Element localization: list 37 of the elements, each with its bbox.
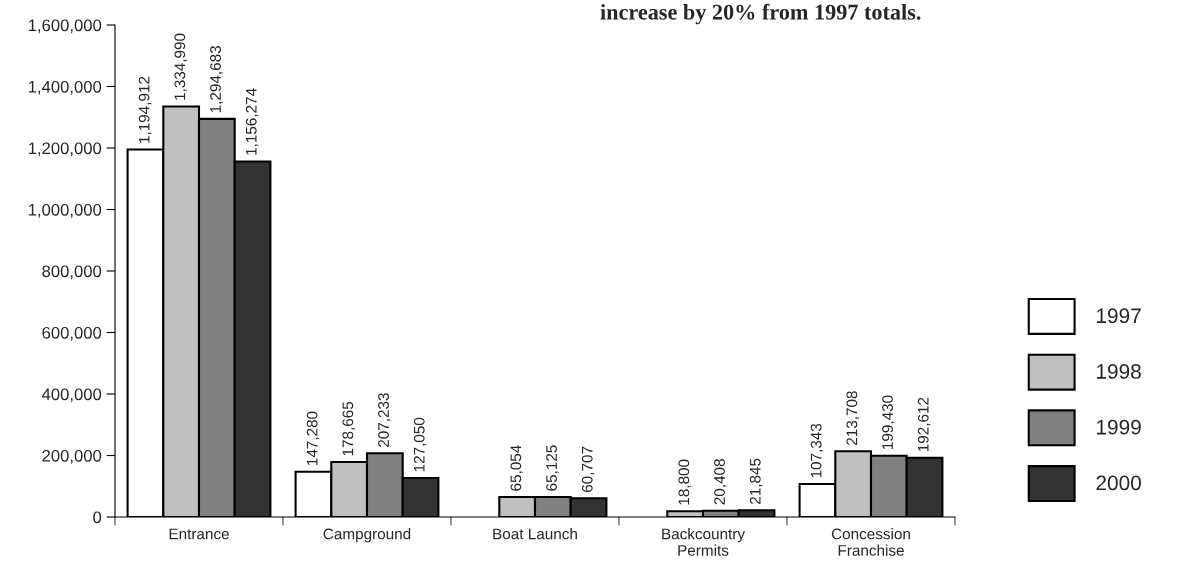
- data-label: 147,280: [306, 411, 320, 465]
- y-tick-label: 200,000: [42, 449, 102, 464]
- x-tick-label: Concession Franchise: [831, 528, 910, 556]
- y-tick-label: 600,000: [42, 326, 102, 341]
- y-tick-label: 800,000: [42, 265, 102, 280]
- y-tick-label: 1,000,000: [28, 203, 102, 218]
- x-tick-label: Campground: [323, 528, 411, 543]
- y-tick-label: 0: [93, 511, 102, 524]
- data-label: 107,343: [810, 423, 824, 478]
- y-tick-label: 400,000: [41, 388, 102, 403]
- x-tick-label: Backcountry Permits: [662, 528, 746, 556]
- legend-label: 2000: [1096, 475, 1141, 491]
- data-label: 21,845: [749, 458, 763, 504]
- y-tick-label: 1,400,000: [28, 80, 102, 95]
- data-label: 207,233: [378, 393, 391, 447]
- data-label: 213,708: [846, 391, 860, 445]
- x-tick-label: Entrance: [169, 528, 229, 540]
- data-label: 178,665: [342, 401, 356, 456]
- data-label: 192,612: [917, 397, 931, 452]
- x-tick-label: Boat Launch: [493, 528, 577, 540]
- legend-label: 1999: [1097, 419, 1141, 435]
- data-label: 65,125: [546, 445, 559, 491]
- data-label: 65,054: [510, 445, 524, 491]
- y-tick-label: 1,200,000: [28, 142, 102, 157]
- data-label: 20,408: [714, 459, 727, 505]
- legend-label: 1997: [1097, 308, 1141, 324]
- y-tick-label: 1,600,000: [28, 19, 102, 34]
- data-label: 1,334,990: [174, 33, 188, 100]
- data-label: 1,294,683: [210, 46, 223, 113]
- data-label: 60,707: [581, 446, 595, 492]
- legend-label: 1998: [1097, 364, 1141, 379]
- data-label: 1,156,274: [245, 88, 259, 155]
- text: increase by 20% from 1997 totals.: [600, 3, 921, 25]
- data-label: 199,430: [882, 395, 895, 449]
- data-label: 127,050: [413, 417, 427, 472]
- data-label: 1,194,912: [138, 76, 152, 143]
- data-label: 18,800: [678, 459, 692, 505]
